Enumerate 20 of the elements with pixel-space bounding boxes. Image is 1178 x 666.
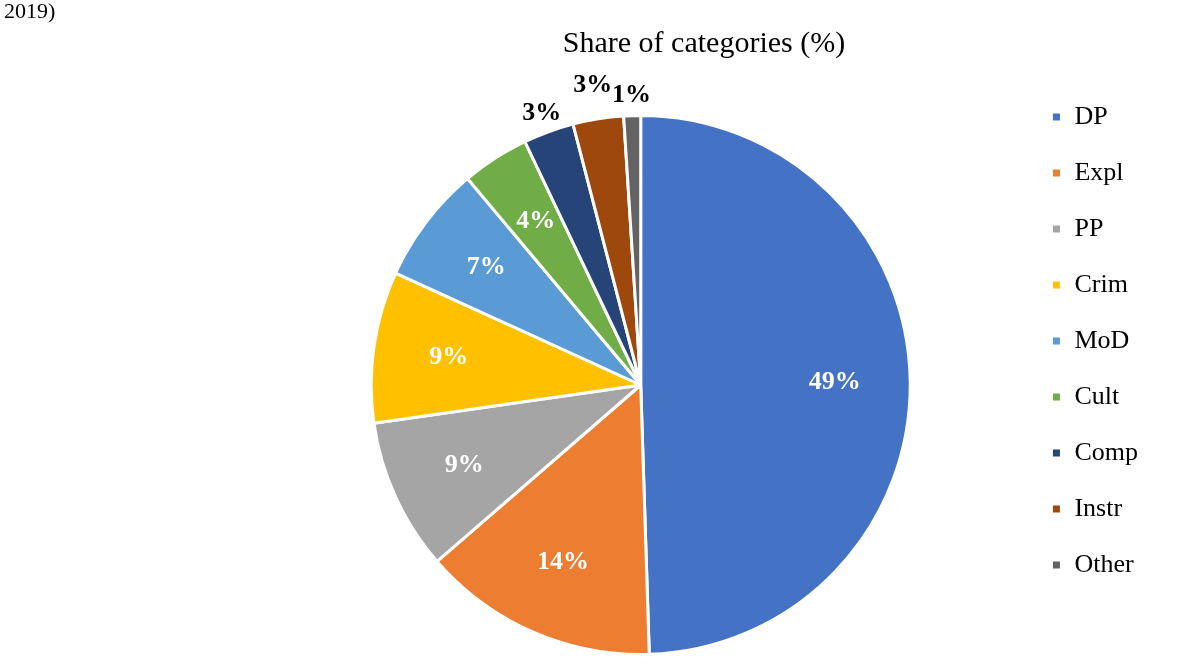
legend-label: MoD	[1074, 324, 1130, 354]
legend-label: Other	[1074, 548, 1134, 578]
data-label: 1%	[612, 79, 652, 109]
legend-label: Crim	[1074, 268, 1128, 298]
data-label: 7%	[466, 251, 506, 281]
chart-title: Share of categories (%)	[562, 24, 846, 59]
legend-label: PP	[1074, 212, 1104, 242]
legend-label: Comp	[1074, 436, 1139, 466]
legend-label: Expl	[1074, 156, 1124, 186]
data-label: 14%	[536, 546, 589, 576]
data-label: 49%	[808, 365, 861, 395]
legend-label: DP	[1074, 100, 1108, 130]
data-label: 9%	[444, 449, 484, 479]
data-label: 3%	[522, 96, 562, 126]
data-label: 9%	[429, 341, 469, 371]
legend-label: Instr	[1074, 492, 1123, 522]
data-label: 3%	[573, 69, 613, 99]
data-label: 4%	[516, 205, 556, 235]
text: 2019)	[4, 0, 56, 23]
legend-label: Cult	[1074, 380, 1120, 410]
